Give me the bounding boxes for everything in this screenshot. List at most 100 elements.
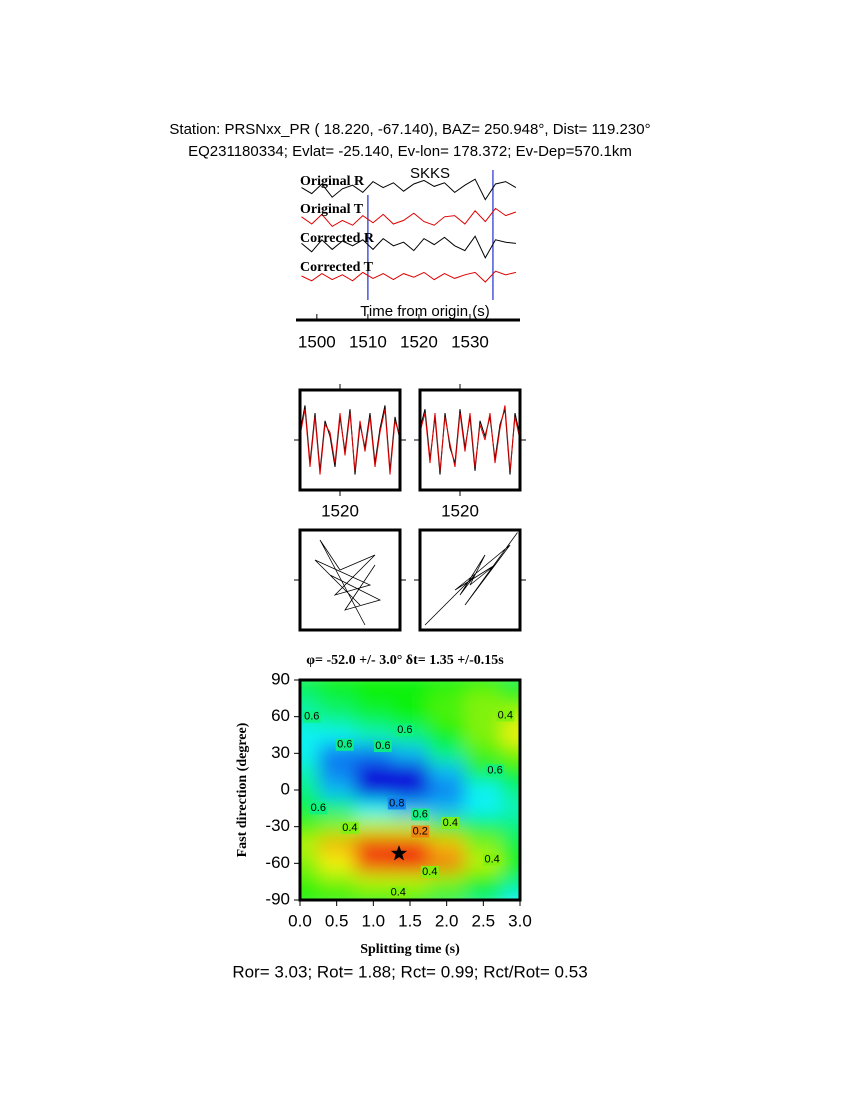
x-tick-label: 1520 <box>441 501 479 520</box>
heatmap-cell <box>318 835 356 855</box>
contour-label-bg <box>389 886 408 899</box>
contour-label: 0.4 <box>484 854 499 866</box>
heatmap-cell <box>300 762 319 782</box>
particle-motion <box>424 532 518 626</box>
contour-label: 0.6 <box>397 724 412 736</box>
panel-frame <box>298 388 402 492</box>
heatmap-cell <box>300 725 319 745</box>
heatmap-cell <box>501 744 520 763</box>
contour-label-bg <box>411 808 430 821</box>
y-tick-label: 0 <box>281 779 290 798</box>
heatmap-cell <box>428 780 466 800</box>
contour-label: 0.6 <box>311 802 326 814</box>
heatmap-cell <box>318 707 356 727</box>
trace-label: Corrected R <box>300 231 375 246</box>
waveform <box>419 405 521 471</box>
heatmap-cell <box>355 707 393 727</box>
x-tick-label: 1510 <box>349 332 387 351</box>
heatmap-cell <box>391 890 429 900</box>
heatmap-cell <box>465 872 503 892</box>
trace-label: Original T <box>300 202 364 217</box>
heatmap-cell <box>501 835 520 855</box>
heatmap-cell <box>355 799 393 818</box>
heatmap-cell <box>318 854 356 873</box>
panel-frame <box>418 388 522 492</box>
heatmap-cell <box>300 854 319 873</box>
y-tick-label: 90 <box>271 669 290 688</box>
heatmap-cell <box>300 817 319 837</box>
heatmap-cell <box>428 890 466 900</box>
contour-label-bg <box>441 817 460 829</box>
particle-motion <box>314 539 382 626</box>
trace-label: Corrected T <box>300 260 374 275</box>
y-tick-label: 30 <box>271 743 290 762</box>
heatmap-cell <box>465 707 503 727</box>
contour-label-bg <box>387 797 406 810</box>
contour-label: 0.4 <box>391 887 406 899</box>
x-tick-label: 2.0 <box>435 911 459 930</box>
heatmap-cell <box>318 890 356 900</box>
x-tick-label: 1520 <box>321 501 359 520</box>
x-tick-label: 0.0 <box>288 911 312 930</box>
heatmap-cell <box>465 725 503 745</box>
heatmap-cell <box>428 725 466 745</box>
heatmap-cell <box>428 762 466 782</box>
heatmap-cell <box>391 744 429 763</box>
heatmap-cell <box>391 680 429 690</box>
heatmap-cell <box>428 689 466 708</box>
heatmap-cell <box>391 762 429 782</box>
heatmap-cell <box>300 872 319 892</box>
heatmap-cell <box>355 780 393 800</box>
heatmap-cell <box>465 799 503 818</box>
heatmap-cell <box>391 689 429 708</box>
heatmap-cell <box>300 890 319 900</box>
heatmap-cell <box>501 817 520 837</box>
x-tick-label: 1.5 <box>398 911 422 930</box>
heatmap-cell <box>465 680 503 690</box>
heatmap-cell <box>355 835 393 855</box>
waveform <box>301 178 517 201</box>
heatmap-cell <box>465 817 503 837</box>
x-tick-label: 1500 <box>298 332 336 351</box>
contour-label: 0.6 <box>304 711 319 723</box>
heatmap-cell <box>318 762 356 782</box>
contour-label: 0.2 <box>413 825 428 837</box>
heatmap-cell <box>501 799 520 818</box>
header-line: Station: PRSNxx_PR ( 18.220, -67.140), B… <box>169 121 650 138</box>
waveform <box>301 207 517 228</box>
contour-label-bg <box>395 724 414 737</box>
contour-label-bg <box>335 738 354 751</box>
contour-label-bg <box>411 825 430 838</box>
contour-label-bg <box>420 865 439 878</box>
x-axis-label: Splitting time (s) <box>360 942 460 957</box>
y-tick-label: -60 <box>265 853 290 872</box>
heatmap-cell <box>391 780 429 800</box>
contour-label: 0.4 <box>443 817 458 829</box>
heatmap-cell <box>428 744 466 763</box>
plot-title: φ= -52.0 +/- 3.0° δt= 1.35 +/-0.15s <box>306 653 504 668</box>
contour-label: 0.4 <box>342 822 357 834</box>
contour-label-bg <box>483 853 502 866</box>
y-tick-label: -90 <box>265 889 290 908</box>
x-tick-label: 1.0 <box>362 911 386 930</box>
heatmap-cell <box>391 835 429 855</box>
y-tick-label: -30 <box>265 816 290 835</box>
heatmap-cell <box>300 780 319 800</box>
contour-label: 0.4 <box>498 709 513 721</box>
heatmap-cell <box>465 744 503 763</box>
waveform <box>301 270 517 283</box>
waveform <box>299 409 401 475</box>
heatmap-cell <box>318 872 356 892</box>
footer: Ror= 3.03; Rot= 1.88; Rct= 0.99; Rct/Rot… <box>232 962 587 981</box>
trace-label: Original R <box>300 174 365 189</box>
heatmap-cell <box>391 872 429 892</box>
heatmap-cell <box>355 689 393 708</box>
heatmap-cell <box>501 725 520 745</box>
heatmap-cell <box>501 872 520 892</box>
heatmap-cell <box>428 799 466 818</box>
x-tick-label: 1530 <box>451 332 489 351</box>
contour-label-bg <box>309 802 328 815</box>
contour-label: 0.6 <box>413 808 428 820</box>
heatmap-cell <box>300 835 319 855</box>
